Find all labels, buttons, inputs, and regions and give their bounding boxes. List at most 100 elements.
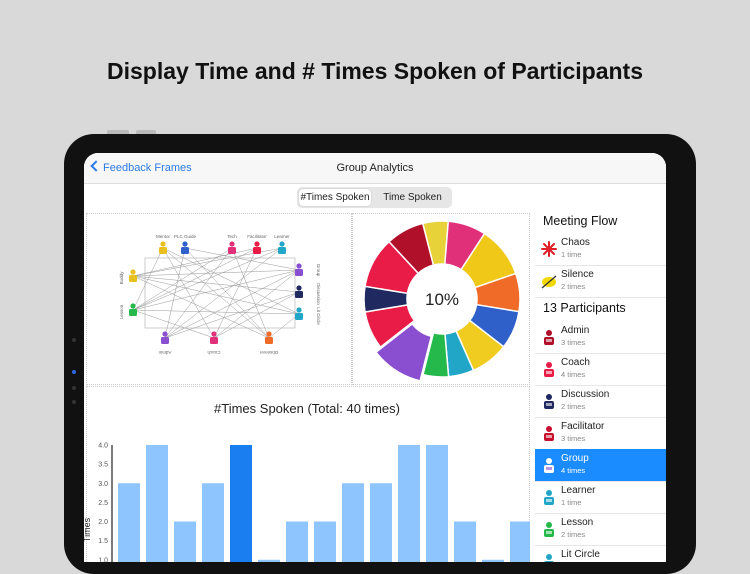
app-screen: Feedback Frames Group Analytics #Times S… bbox=[84, 153, 666, 562]
y-tick-label: 3.0 bbox=[98, 481, 108, 488]
participant-node-icon bbox=[265, 331, 273, 344]
donut-center-label: 10% bbox=[425, 290, 459, 309]
bar-chart: Times 0.51.01.52.02.53.03.54.0 bbox=[84, 443, 530, 563]
participant-item-lesson[interactable]: Lesson 2 times bbox=[535, 513, 666, 546]
bar[interactable] bbox=[454, 521, 476, 563]
participant-item-learner[interactable]: Learner 1 time bbox=[535, 481, 666, 514]
bar[interactable] bbox=[230, 445, 252, 562]
participant-count: 3 times bbox=[561, 434, 586, 443]
person-icon bbox=[544, 394, 554, 409]
camera-dot bbox=[72, 386, 76, 390]
flow-item-count: 1 time bbox=[561, 250, 582, 259]
participant-name: Coach bbox=[561, 357, 590, 368]
participant-node-icon bbox=[159, 241, 167, 254]
participant-node-icon bbox=[129, 303, 137, 316]
no-speech-icon bbox=[541, 275, 557, 289]
y-tick-label: 3.5 bbox=[98, 462, 108, 469]
participant-item-discussion[interactable]: Discussion 2 times bbox=[535, 385, 666, 418]
back-button[interactable]: Feedback Frames bbox=[90, 160, 192, 174]
y-tick-label: 1.5 bbox=[98, 538, 108, 545]
flow-item-name: Chaos bbox=[561, 237, 590, 248]
page-title: Group Analytics bbox=[336, 162, 414, 174]
network-label: Group bbox=[316, 264, 321, 277]
person-icon bbox=[544, 426, 554, 441]
participant-node-icon bbox=[129, 269, 137, 282]
network-label: PLC Guide bbox=[174, 234, 197, 239]
donut-slice[interactable] bbox=[374, 322, 433, 382]
bar[interactable] bbox=[342, 483, 364, 562]
donut-slice[interactable] bbox=[422, 332, 450, 378]
participant-count: 4 times bbox=[561, 370, 586, 379]
participant-node-icon bbox=[295, 285, 303, 298]
participant-item-admin[interactable]: Admin 3 times bbox=[535, 321, 666, 354]
camera-dot bbox=[72, 400, 76, 404]
participant-node-icon bbox=[278, 241, 286, 254]
participant-name: Facilitator bbox=[561, 421, 605, 432]
network-graph: Mentor PLC Guide Tech Facilitator Learne… bbox=[119, 234, 321, 355]
participant-item-lit-circle[interactable]: Lit Circle2 times bbox=[535, 545, 666, 562]
camera-dot bbox=[72, 338, 76, 342]
person-icon bbox=[544, 554, 554, 562]
person-icon bbox=[544, 362, 554, 377]
headline: Display Time and # Times Spoken of Parti… bbox=[107, 58, 643, 84]
y-axis-label: Times bbox=[84, 517, 92, 542]
participant-node-icon bbox=[295, 307, 303, 320]
meeting-flow-title: Meeting Flow bbox=[543, 214, 618, 228]
participant-item-coach[interactable]: Coach 4 times bbox=[535, 353, 666, 386]
network-label: Lesson bbox=[119, 304, 124, 319]
participant-item-facilitator[interactable]: Facilitator 3 times bbox=[535, 417, 666, 450]
person-icon bbox=[544, 458, 554, 473]
bar[interactable] bbox=[174, 521, 196, 563]
participant-count: 2 times bbox=[561, 402, 586, 411]
flow-item-chaos[interactable]: Chaos 1 time bbox=[535, 233, 666, 266]
network-label: Coach bbox=[207, 350, 221, 355]
y-tick-label: 1.0 bbox=[98, 557, 108, 562]
bar[interactable] bbox=[118, 483, 140, 562]
bar-chart-panel bbox=[86, 386, 530, 562]
participant-name: Discussion bbox=[561, 389, 610, 400]
network-label: Lit Circle bbox=[316, 307, 321, 325]
chart-title: #Times Spoken (Total: 40 times) bbox=[214, 401, 400, 416]
participant-name: Lesson bbox=[561, 517, 594, 528]
donut-slice[interactable] bbox=[387, 222, 435, 275]
network-label: Tech bbox=[227, 234, 237, 239]
network-label: Observer bbox=[259, 350, 278, 355]
participant-node-icon bbox=[228, 241, 236, 254]
back-label: Feedback Frames bbox=[103, 162, 192, 174]
person-icon bbox=[544, 522, 554, 537]
tab-times-spoken[interactable]: #Times Spoken bbox=[299, 189, 371, 206]
bar[interactable] bbox=[314, 521, 336, 563]
bar[interactable] bbox=[370, 483, 392, 562]
participant-node-icon bbox=[210, 331, 218, 344]
flow-item-silence[interactable]: Silence 2 times bbox=[535, 265, 666, 298]
participant-name: Lit Circle bbox=[561, 549, 600, 560]
bar[interactable] bbox=[202, 483, 224, 562]
bar[interactable] bbox=[286, 521, 308, 563]
participants-title: 13 Participants bbox=[543, 301, 626, 315]
participant-name: Learner bbox=[561, 485, 596, 496]
bar[interactable] bbox=[146, 445, 168, 562]
person-icon bbox=[544, 490, 554, 505]
network-label: Buddy bbox=[119, 271, 124, 285]
y-tick-label: 2.0 bbox=[98, 519, 108, 526]
participant-name: Admin bbox=[561, 325, 590, 336]
bar[interactable] bbox=[398, 445, 420, 562]
bar[interactable] bbox=[482, 559, 504, 562]
device-button bbox=[136, 130, 156, 135]
bar[interactable] bbox=[510, 521, 530, 563]
network-label: Facilitator bbox=[247, 234, 267, 239]
participant-item-group[interactable]: Group 4 times bbox=[535, 449, 666, 482]
bar[interactable] bbox=[258, 559, 280, 562]
participant-node-icon bbox=[181, 241, 189, 254]
flow-item-count: 2 times bbox=[561, 282, 586, 291]
participant-count: 4 times bbox=[561, 466, 586, 475]
participant-node-icon bbox=[161, 331, 169, 344]
bar[interactable] bbox=[426, 445, 448, 562]
flow-item-name: Silence bbox=[561, 269, 594, 280]
participant-count: 1 time bbox=[561, 498, 582, 507]
navigation-bar: Feedback Frames Group Analytics bbox=[84, 153, 666, 184]
asterisk-icon bbox=[541, 241, 557, 257]
tab-time-spoken[interactable]: Time Spoken bbox=[383, 192, 442, 203]
network-label: Mentor bbox=[156, 234, 171, 239]
participant-count: 3 times bbox=[561, 338, 586, 347]
